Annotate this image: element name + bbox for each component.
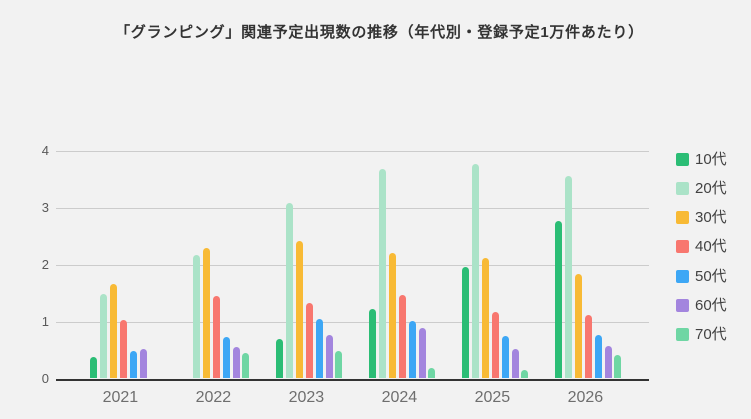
- x-axis-label-2023: 2023: [288, 389, 325, 406]
- bar-2024-50代: [408, 320, 416, 379]
- y-axis-tick-label: 0: [41, 371, 49, 386]
- bar-2023-70代: [335, 351, 343, 379]
- legend-swatch-60代: [676, 298, 689, 312]
- bar-2022-30代: [202, 247, 210, 379]
- bar-2026-10代: [554, 220, 562, 379]
- legend-label: 60代: [695, 296, 727, 314]
- legend-swatch-10代: [676, 152, 689, 166]
- bar-2024-30代: [388, 252, 396, 379]
- legend-label: 30代: [695, 209, 727, 227]
- bar-2021-10代: [89, 357, 97, 379]
- y-axis-tick-label: 4: [41, 143, 49, 159]
- bar-2023-60代: [325, 334, 333, 379]
- y-axis-tick-label: 2: [41, 257, 49, 273]
- bar-2023-50代: [315, 319, 323, 379]
- x-axis-baseline: [56, 378, 649, 381]
- bar-2025-60代: [511, 348, 519, 379]
- legend-swatch-40代: [676, 240, 689, 254]
- x-axis-label-2021: 2021: [102, 389, 139, 406]
- bar-2025-40代: [491, 311, 499, 379]
- legend-swatch-50代: [676, 269, 689, 283]
- bar-2022-40代: [212, 296, 220, 379]
- legend-label: 20代: [695, 179, 727, 197]
- bar-2024-40代: [398, 295, 406, 379]
- gridline: [56, 265, 649, 266]
- bar-2024-10代: [368, 309, 376, 379]
- x-axis-label-2024: 2024: [381, 389, 418, 406]
- bar-2024-70代: [428, 367, 436, 379]
- legend-label: 50代: [695, 267, 727, 285]
- bar-2021-40代: [119, 320, 127, 379]
- legend-label: 10代: [695, 150, 727, 168]
- x-axis-label-2025: 2025: [474, 389, 511, 406]
- legend-swatch-70代: [676, 327, 689, 341]
- bar-2026-70代: [614, 355, 622, 379]
- bar-2021-50代: [129, 350, 137, 379]
- gridline: [56, 151, 649, 152]
- legend-label: 40代: [695, 238, 727, 256]
- bar-2023-30代: [295, 240, 303, 379]
- bar-2022-50代: [222, 337, 230, 379]
- bar-2023-40代: [305, 302, 313, 379]
- legend-label: 70代: [695, 325, 727, 343]
- bar-2022-20代: [192, 255, 200, 379]
- bar-2021-30代: [109, 283, 117, 379]
- x-axis-label-2026: 2026: [567, 389, 604, 406]
- bar-2025-10代: [461, 267, 469, 379]
- bar-2022-70代: [242, 353, 250, 379]
- bar-2026-20代: [564, 175, 572, 379]
- bar-2025-30代: [481, 258, 489, 379]
- bar-2023-10代: [275, 339, 283, 379]
- chart-title: 「グランピング」関連予定出現数の推移（年代別・登録予定1万件あたり）: [115, 24, 644, 41]
- bar-2021-20代: [99, 294, 107, 379]
- bar-2021-60代: [139, 348, 147, 379]
- bar-2025-50代: [501, 335, 509, 379]
- bar-2026-30代: [574, 273, 582, 379]
- bar-2024-60代: [418, 327, 426, 379]
- legend-swatch-20代: [676, 181, 689, 195]
- bar-2025-20代: [471, 163, 479, 379]
- bar-2026-40代: [584, 315, 592, 379]
- y-axis-tick-label: 3: [41, 200, 49, 216]
- legend-swatch-30代: [676, 211, 689, 225]
- x-axis-label-2022: 2022: [195, 389, 232, 406]
- bar-2026-60代: [604, 346, 612, 379]
- gridline: [56, 208, 649, 209]
- y-axis-tick-label: 1: [41, 314, 49, 330]
- gridline: [56, 322, 649, 323]
- bar-2026-50代: [594, 335, 602, 379]
- bar-2024-20代: [378, 168, 386, 379]
- bar-2023-20代: [285, 203, 293, 379]
- bar-2022-60代: [232, 346, 240, 379]
- bar-2025-70代: [521, 369, 529, 379]
